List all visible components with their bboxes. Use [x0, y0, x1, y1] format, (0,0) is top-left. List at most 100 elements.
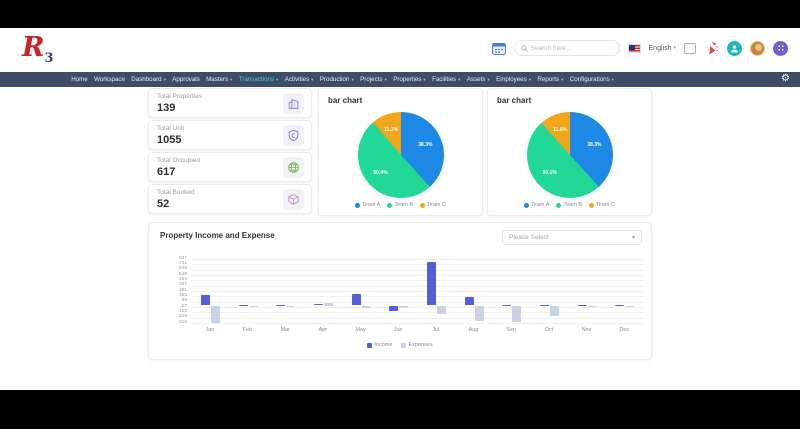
- user-status-icon[interactable]: [727, 40, 742, 56]
- logo-3: 3: [44, 51, 54, 66]
- nav-item-configurations[interactable]: Configurations ▾: [567, 76, 618, 83]
- legend-label: Team B: [563, 202, 583, 208]
- bar-expenses-mar: [286, 305, 296, 308]
- nav-item-properties[interactable]: Properties ▾: [390, 76, 429, 83]
- gridline: [191, 307, 643, 308]
- y-axis-tick: -27: [180, 303, 187, 309]
- nav-item-approvals[interactable]: Approvals: [169, 76, 203, 83]
- nav-item-activities[interactable]: Activities ▾: [282, 76, 317, 83]
- app-logo[interactable]: R3: [22, 32, 54, 66]
- cube-icon: [283, 189, 304, 210]
- bar-income-sep: [502, 304, 512, 306]
- nav-item-dashboard[interactable]: Dashboard ▾: [128, 76, 169, 83]
- stat-label: Total Unit: [157, 125, 185, 132]
- apps-icon[interactable]: [773, 40, 788, 56]
- header: R3 Search here... English ▾: [0, 28, 800, 72]
- y-axis-tick: 165: [178, 292, 187, 298]
- stats-column: Total Properties 139 Total Unit 1055 Total O…: [148, 88, 312, 216]
- y-axis-tick: 261: [178, 287, 187, 293]
- legend-item-team-c[interactable]: Team C: [589, 202, 615, 208]
- gridline: [191, 312, 643, 314]
- legend-swatch: [367, 342, 373, 348]
- chevron-down-icon: ▾: [487, 76, 490, 82]
- nav-item-label: Properties: [393, 76, 422, 83]
- settings-gear-icon[interactable]: ⚙: [781, 73, 790, 84]
- calendar-icon[interactable]: [491, 42, 506, 55]
- nav-item-label: Activities: [284, 76, 310, 83]
- legend-item-team-a[interactable]: Team A: [524, 202, 549, 208]
- x-axis-label: Dec: [619, 327, 630, 333]
- shield-icon: [283, 125, 304, 146]
- nav-item-facilities[interactable]: Facilities ▾: [429, 76, 464, 83]
- bar-expenses-feb: [248, 305, 258, 307]
- stat-card-total-occupied: Total Occupied 617: [148, 152, 312, 182]
- stat-label: Total Properties: [157, 93, 203, 100]
- filter-select[interactable]: Please Select ▾: [502, 230, 642, 245]
- legend-item-income[interactable]: Income: [367, 342, 392, 348]
- header-actions: Search here... English ▾: [491, 40, 788, 56]
- language-selector[interactable]: English ▾: [649, 45, 676, 52]
- legend-item-expenses[interactable]: Expenses: [401, 342, 433, 348]
- gridline: [191, 285, 643, 287]
- stat-label: Total Occupied: [157, 157, 200, 164]
- nav-item-label: Workspace: [94, 76, 125, 83]
- legend-item-team-b[interactable]: Team B: [387, 202, 413, 208]
- notification-icon[interactable]: [704, 41, 719, 55]
- nav-item-projects[interactable]: Projects ▾: [357, 76, 390, 83]
- nav-item-label: Configurations: [569, 76, 610, 83]
- bar-income-aug: [464, 297, 474, 306]
- gridline: [191, 259, 643, 260]
- bar-chart-legend: Income Expenses: [149, 342, 651, 348]
- pie-chart-2: 38.3% 50.1% 11.6%: [526, 112, 613, 198]
- pie-slice-label: 38.3%: [418, 142, 433, 149]
- stat-card-total-booked: Total Booked 52: [148, 184, 312, 214]
- chat-icon[interactable]: [684, 42, 696, 54]
- nav-item-label: Masters: [206, 76, 229, 83]
- main-nav: Home Workspace Dashboard ▾ Approvals Masters ▾…: [0, 72, 800, 87]
- bar-income-jan: [200, 294, 210, 306]
- nav-item-employees[interactable]: Employees ▾: [493, 76, 534, 83]
- legend-item-team-b[interactable]: Team B: [556, 202, 582, 208]
- x-axis-label: Oct: [544, 327, 554, 333]
- stat-card-total-properties: Total Properties 139: [148, 88, 312, 118]
- search-placeholder: Search here...: [530, 44, 572, 52]
- stat-value: 139: [157, 102, 176, 114]
- legend-item-team-c[interactable]: Team C: [420, 202, 446, 208]
- bar-expenses-jul: [436, 305, 446, 315]
- x-axis-label: Aug: [468, 327, 479, 333]
- nav-item-workspace[interactable]: Workspace: [91, 76, 128, 83]
- pie-card-2: bar chart 38.3% 50.1% 11.6% Team A Team B Te…: [487, 88, 652, 216]
- nav-item-assets[interactable]: Assets ▾: [464, 76, 493, 83]
- legend-label: Team A: [362, 202, 381, 208]
- legend-item-team-a[interactable]: Team A: [355, 202, 380, 208]
- chevron-down-icon: ▾: [230, 76, 233, 82]
- nav-item-transactions[interactable]: Transactions ▾: [236, 76, 282, 83]
- nav-item-masters[interactable]: Masters ▾: [203, 76, 236, 83]
- x-axis-labels: Jan Feb Mar Apr May Jun Jul Aug Sep Oct Nov Dec: [191, 327, 643, 333]
- gridline: [191, 296, 643, 298]
- nav-item-home[interactable]: Home: [68, 76, 91, 83]
- search-input[interactable]: Search here...: [513, 40, 620, 56]
- avatar[interactable]: [750, 40, 765, 56]
- legend-label: Team A: [531, 202, 550, 208]
- chevron-down-icon: ▾: [423, 76, 426, 82]
- legend-label: Income: [374, 342, 393, 348]
- apps-dots: [776, 44, 785, 52]
- gridline: [191, 323, 643, 324]
- y-axis-tick: 837: [178, 255, 187, 261]
- nav-item-label: Home: [71, 76, 88, 83]
- us-flag-icon: [627, 43, 641, 53]
- legend-dot: [420, 202, 426, 208]
- legend-swatch: [401, 342, 407, 348]
- nav-item-label: Assets: [466, 76, 486, 83]
- nav-item-label: Dashboard: [131, 76, 162, 83]
- nav-item-reports[interactable]: Reports ▾: [534, 76, 566, 83]
- nav-item-label: Transactions: [238, 76, 275, 83]
- chevron-down-icon: ▾: [384, 76, 387, 82]
- income-expense-card: Property Income and Expense Please Selec…: [148, 222, 652, 360]
- nav-item-production[interactable]: Production ▾: [317, 76, 357, 83]
- chevron-down-icon: ▾: [631, 235, 635, 241]
- pie-legend-1: Team A Team B Team C: [319, 202, 482, 208]
- pie-slice-label: 38.3%: [587, 142, 602, 149]
